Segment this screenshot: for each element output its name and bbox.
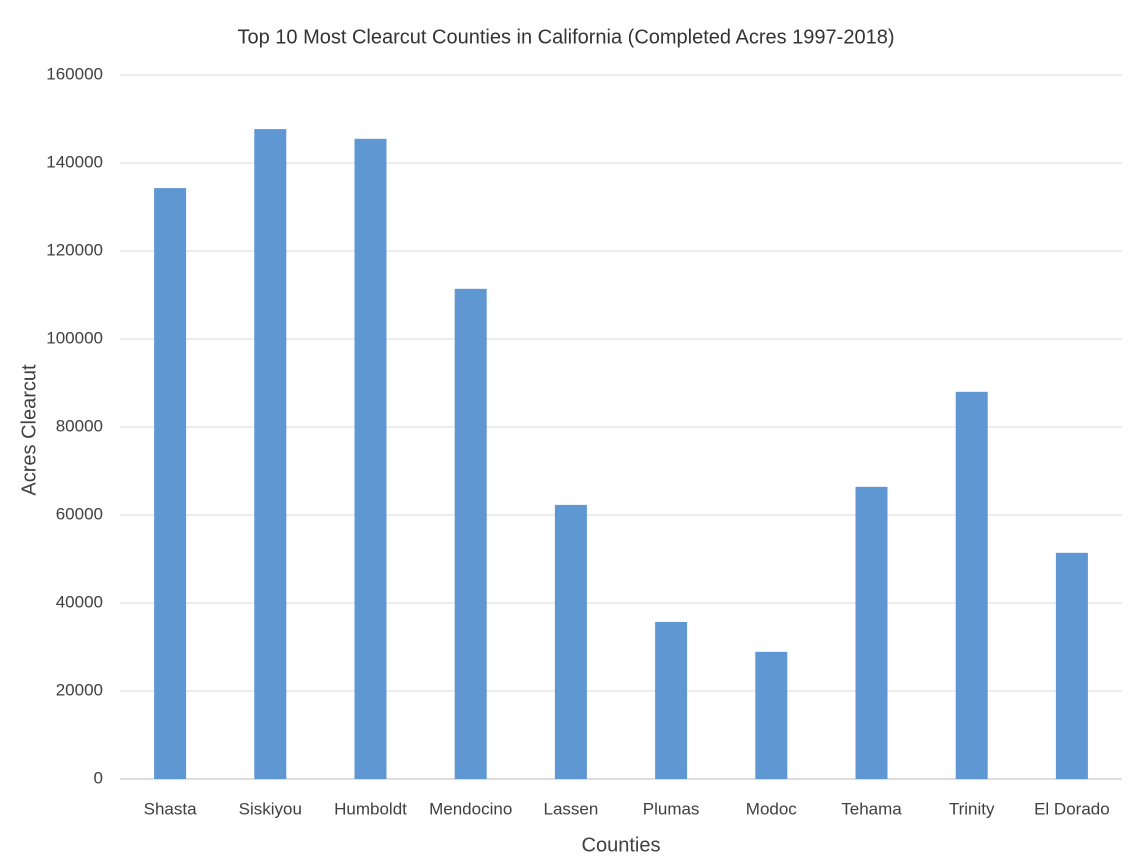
- bar: [955, 391, 988, 779]
- bar: [554, 504, 587, 779]
- x-tick-label: Lassen: [543, 799, 598, 818]
- chart-title: Top 10 Most Clearcut Counties in Califor…: [237, 26, 894, 48]
- x-tick-label: El Dorado: [1034, 799, 1110, 818]
- y-tick-label: 0: [94, 768, 103, 787]
- x-tick-label: Tehama: [841, 799, 902, 818]
- bar: [354, 138, 387, 780]
- x-tick-label: Trinity: [949, 799, 995, 818]
- bar: [655, 621, 688, 779]
- bar: [755, 651, 788, 779]
- x-tick-label: Mendocino: [429, 799, 512, 818]
- bar: [454, 288, 487, 779]
- y-tick-label: 160000: [46, 64, 103, 83]
- y-tick-label: 80000: [56, 416, 103, 435]
- x-tick-label: Shasta: [144, 799, 197, 818]
- y-tick-label: 120000: [46, 240, 103, 259]
- y-tick-label: 100000: [46, 328, 103, 347]
- bar: [855, 486, 888, 779]
- x-tick-label: Plumas: [643, 799, 700, 818]
- x-tick-label: Siskiyou: [239, 799, 302, 818]
- y-tick-label: 60000: [56, 504, 103, 523]
- y-tick-label: 20000: [56, 680, 103, 699]
- y-tick-label: 140000: [46, 152, 103, 171]
- bar: [1055, 552, 1088, 779]
- bar: [254, 129, 287, 779]
- y-axis-title: Acres Clearcut: [18, 364, 40, 496]
- x-tick-label: Humboldt: [334, 799, 407, 818]
- x-axis-title: Counties: [582, 834, 661, 856]
- x-tick-label: Modoc: [746, 799, 798, 818]
- bar: [154, 188, 187, 779]
- y-tick-label: 40000: [56, 592, 103, 611]
